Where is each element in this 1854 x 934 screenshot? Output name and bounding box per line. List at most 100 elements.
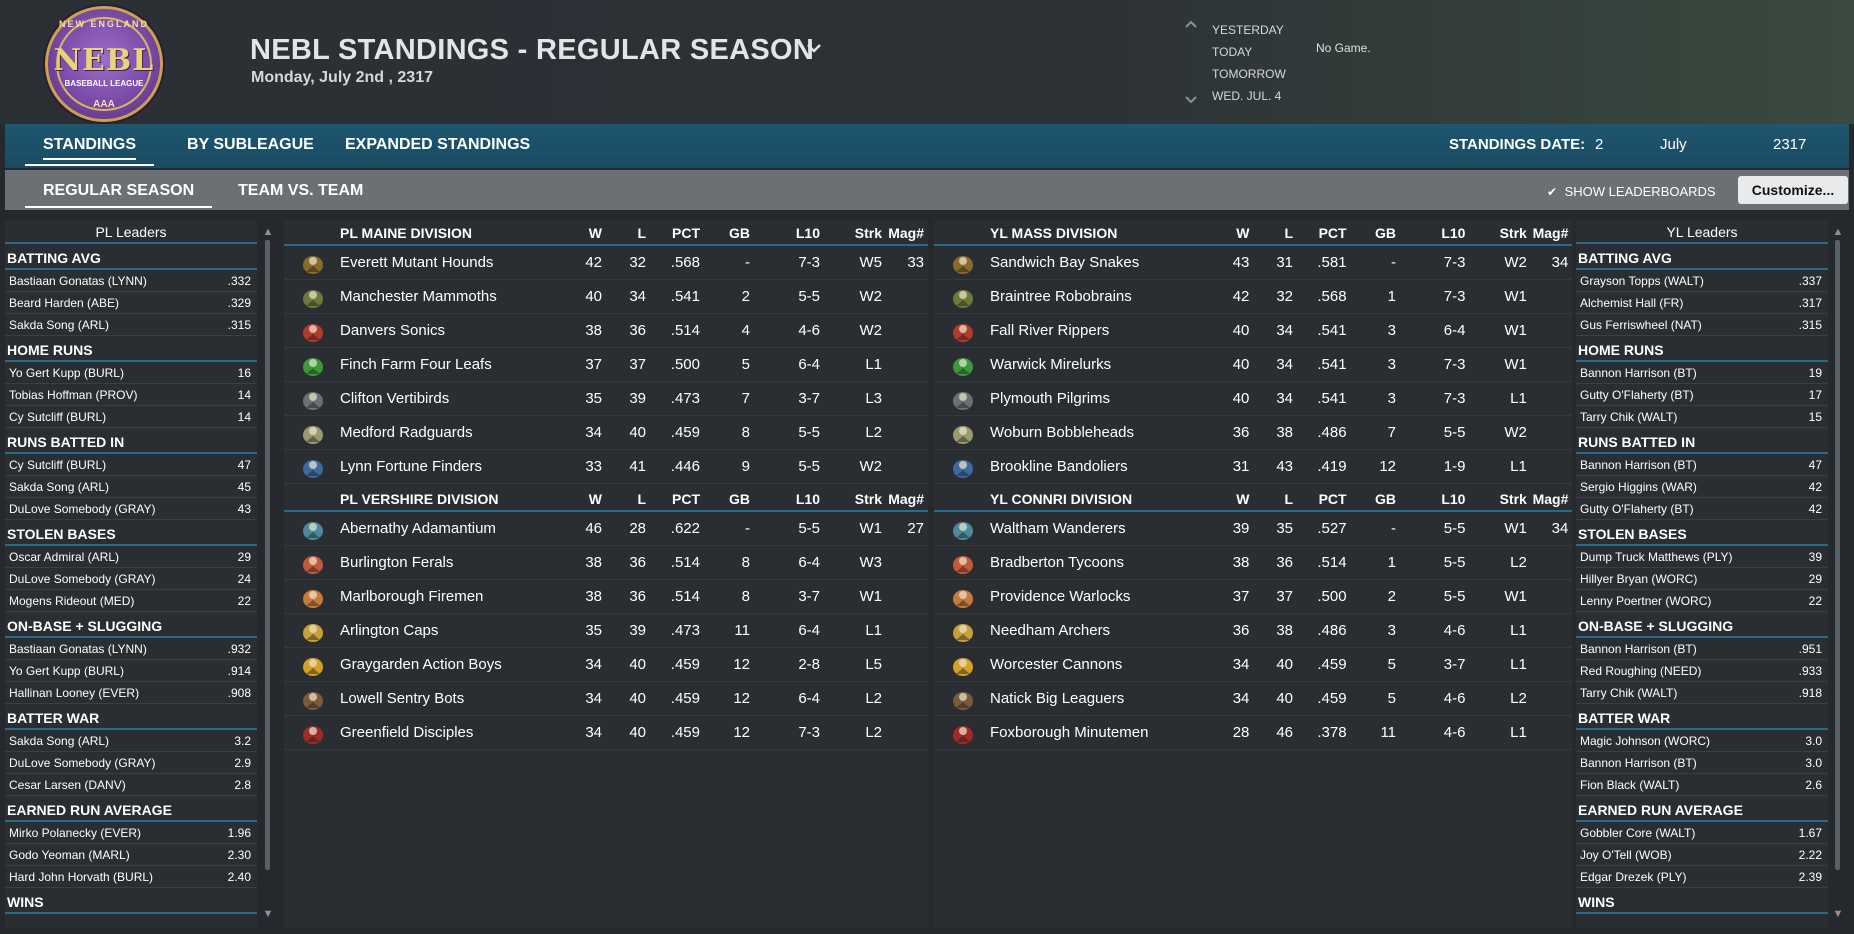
leader-row[interactable]: Red Roughing (NEED) .933 (1576, 660, 1828, 682)
team-name[interactable]: Marlborough Firemen (340, 588, 484, 605)
column-header-magic-number[interactable]: Mag# (1532, 491, 1569, 507)
leader-row[interactable]: Tarry Chik (WALT) 15 (1576, 406, 1828, 428)
customize-button[interactable]: Customize... (1738, 176, 1848, 204)
team-row[interactable]: Clifton Vertibirds 35 39 .473 7 3-7 L3 (284, 382, 928, 416)
column-header-last-ten[interactable]: L10 (795, 491, 820, 507)
column-header-pct[interactable]: PCT (672, 225, 700, 241)
team-row[interactable]: Lynn Fortune Finders 33 41 .446 9 5-5 W2 (284, 450, 928, 484)
leader-row[interactable]: Sakda Song (ARL) 45 (5, 476, 257, 498)
leader-player-name[interactable]: Alchemist Hall (FR) (1580, 296, 1684, 310)
scrollbar-thumb[interactable] (265, 240, 270, 870)
tab-standings[interactable]: STANDINGS (24, 136, 155, 166)
leader-row[interactable]: Bannon Harrison (BT) 19 (1576, 362, 1828, 384)
leader-row[interactable]: Hillyer Bryan (WORC) 29 (1576, 568, 1828, 590)
leader-row[interactable]: Hard John Horvath (BURL) 2.40 (5, 866, 257, 888)
column-header-magic-number[interactable]: Mag# (1532, 225, 1569, 241)
leader-player-name[interactable]: Fion Black (WALT) (1580, 778, 1680, 792)
leader-player-name[interactable]: Cy Sutcliff (BURL) (9, 410, 107, 424)
tab-expanded-standings[interactable]: EXPANDED STANDINGS (345, 136, 531, 153)
chevron-up-icon[interactable]: ▲ (1832, 226, 1844, 238)
team-name[interactable]: Greenfield Disciples (340, 724, 474, 741)
column-header-losses[interactable]: L (1284, 225, 1293, 241)
leader-player-name[interactable]: Magic Johnson (WORC) (1580, 734, 1711, 748)
leader-row[interactable]: Gobbler Core (WALT) 1.67 (1576, 822, 1828, 844)
team-name[interactable]: Danvers Sonics (340, 322, 446, 339)
chevron-down-icon[interactable] (1184, 94, 1200, 106)
leader-row[interactable]: Bastiaan Gonatas (LYNN) .932 (5, 638, 257, 660)
column-header-games-back[interactable]: GB (1375, 225, 1397, 241)
leader-player-name[interactable]: Joy O'Tell (WOB) (1580, 848, 1672, 862)
leader-player-name[interactable]: Cesar Larsen (DANV) (9, 778, 126, 792)
leader-row[interactable]: Bastiaan Gonatas (LYNN) .332 (5, 270, 257, 292)
team-name[interactable]: Clifton Vertibirds (340, 390, 450, 407)
leader-row[interactable]: Cesar Larsen (DANV) 2.8 (5, 774, 257, 796)
leader-player-name[interactable]: Tobias Hoffman (PROV) (9, 388, 138, 402)
leader-row[interactable]: Grayson Topps (WALT) .337 (1576, 270, 1828, 292)
column-header-streak[interactable]: Strk (854, 225, 882, 241)
leader-row[interactable]: Oscar Admiral (ARL) 29 (5, 546, 257, 568)
leader-row[interactable]: Bannon Harrison (BT) 3.0 (1576, 752, 1828, 774)
show-leaderboards-toggle[interactable]: ✔ SHOW LEADERBOARDS (1547, 184, 1716, 199)
team-name[interactable]: Burlington Ferals (340, 554, 454, 571)
team-name[interactable]: Brookline Bandoliers (990, 458, 1128, 475)
chevron-down-icon[interactable]: ▼ (262, 908, 274, 920)
leader-row[interactable]: Bannon Harrison (BT) .951 (1576, 638, 1828, 660)
team-name[interactable]: Arlington Caps (340, 622, 439, 639)
leader-player-name[interactable]: Sakda Song (ARL) (9, 318, 110, 332)
leader-player-name[interactable]: Beard Harden (ABE) (9, 296, 120, 310)
column-header-streak[interactable]: Strk (1499, 491, 1527, 507)
column-header-losses[interactable]: L (637, 491, 646, 507)
team-name[interactable]: Plymouth Pilgrims (990, 390, 1111, 407)
leader-player-name[interactable]: Dump Truck Matthews (PLY) (1580, 550, 1733, 564)
team-name[interactable]: Abernathy Adamantium (340, 520, 496, 537)
leader-row[interactable]: Bannon Harrison (BT) 47 (1576, 454, 1828, 476)
leader-player-name[interactable]: Hard John Horvath (BURL) (9, 870, 154, 884)
leader-player-name[interactable]: DuLove Somebody (GRAY) (9, 756, 156, 770)
leader-row[interactable]: Gutty O'Flaherty (BT) 17 (1576, 384, 1828, 406)
team-name[interactable]: Needham Archers (990, 622, 1111, 639)
leader-row[interactable]: Godo Yeoman (MARL) 2.30 (5, 844, 257, 866)
leader-player-name[interactable]: Yo Gert Kupp (BURL) (9, 366, 124, 380)
team-row[interactable]: Abernathy Adamantium 46 28 .622 - 5-5 W1 27 (284, 512, 928, 546)
team-name[interactable]: Lowell Sentry Bots (340, 690, 465, 707)
leader-player-name[interactable]: Mogens Rideout (MED) (9, 594, 135, 608)
team-row[interactable]: Plymouth Pilgrims 40 34 .541 3 7-3 L1 (934, 382, 1572, 416)
day-yesterday[interactable]: YESTERDAY (1212, 23, 1284, 37)
scrollbar-thumb[interactable] (1835, 240, 1840, 870)
leader-player-name[interactable]: Hallinan Looney (EVER) (9, 686, 140, 700)
leader-row[interactable]: Tarry Chik (WALT) .918 (1576, 682, 1828, 704)
leader-row[interactable]: Mogens Rideout (MED) 22 (5, 590, 257, 612)
leader-row[interactable]: Lenny Poertner (WORC) 22 (1576, 590, 1828, 612)
leader-row[interactable]: DuLove Somebody (GRAY) 43 (5, 498, 257, 520)
leader-row[interactable]: Joy O'Tell (WOB) 2.22 (1576, 844, 1828, 866)
column-header-pct[interactable]: PCT (672, 491, 700, 507)
leader-player-name[interactable]: Red Roughing (NEED) (1580, 664, 1702, 678)
column-header-last-ten[interactable]: L10 (1441, 491, 1466, 507)
page-title[interactable]: NEBL STANDINGS - REGULAR SEASON (250, 34, 815, 66)
leader-row[interactable]: Cy Sutcliff (BURL) 14 (5, 406, 257, 428)
tab-by-subleague[interactable]: BY SUBLEAGUE (187, 136, 314, 153)
column-header-last-ten[interactable]: L10 (795, 225, 820, 241)
team-row[interactable]: Burlington Ferals 38 36 .514 8 6-4 W3 (284, 546, 928, 580)
team-name[interactable]: Worcester Cannons (990, 656, 1123, 673)
team-row[interactable]: Greenfield Disciples 34 40 .459 12 7-3 L2 (284, 716, 928, 750)
column-header-wins[interactable]: W (1236, 225, 1250, 241)
leader-row[interactable]: Alchemist Hall (FR) .317 (1576, 292, 1828, 314)
team-name[interactable]: Lynn Fortune Finders (340, 458, 483, 475)
team-row[interactable]: Providence Warlocks 37 37 .500 2 5-5 W1 (934, 580, 1572, 614)
leader-row[interactable]: Mirko Polanecky (EVER) 1.96 (5, 822, 257, 844)
column-header-pct[interactable]: PCT (1318, 225, 1347, 241)
column-header-streak[interactable]: Strk (1499, 225, 1527, 241)
team-name[interactable]: Providence Warlocks (990, 588, 1131, 605)
standings-date-month[interactable]: July (1660, 136, 1687, 153)
leader-player-name[interactable]: Bannon Harrison (BT) (1580, 642, 1697, 656)
leader-row[interactable]: Gutty O'Flaherty (BT) 42 (1576, 498, 1828, 520)
leader-player-name[interactable]: Hillyer Bryan (WORC) (1580, 572, 1698, 586)
team-row[interactable]: Danvers Sonics 38 36 .514 4 4-6 W2 (284, 314, 928, 348)
leader-player-name[interactable]: Sakda Song (ARL) (9, 734, 110, 748)
column-header-games-back[interactable]: GB (729, 491, 750, 507)
team-name[interactable]: Waltham Wanderers (990, 520, 1126, 537)
leader-row[interactable]: Dump Truck Matthews (PLY) 39 (1576, 546, 1828, 568)
leader-player-name[interactable]: Mirko Polanecky (EVER) (9, 826, 142, 840)
column-header-wins[interactable]: W (588, 225, 602, 241)
